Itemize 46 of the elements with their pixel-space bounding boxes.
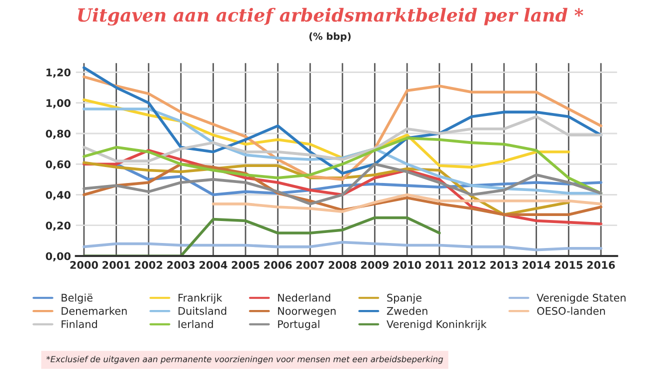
- x-tick-label: 2016: [587, 261, 615, 269]
- legend-label: Noorwegen: [278, 307, 336, 317]
- legend-label: Denemarken: [62, 306, 127, 315]
- x-tick-label: 2003: [167, 261, 195, 269]
- line-series: [82, 162, 602, 206]
- x-tick-label: 2009: [361, 261, 389, 269]
- legend-label: Frankrijk: [178, 294, 222, 304]
- y-tick-label: 0,60: [46, 160, 71, 170]
- legend-label: OESO-landen: [537, 306, 605, 315]
- line-series: [82, 216, 441, 256]
- y-tick-label: 0,80: [46, 130, 71, 139]
- legend-label: Verenigde Staten: [536, 294, 626, 304]
- x-tick-label: 2005: [232, 261, 260, 269]
- x-tick-label: 2007: [296, 261, 324, 269]
- y-tick-label: 0,20: [46, 222, 71, 231]
- line-series: [82, 240, 602, 252]
- y-tick-label: 1,20: [46, 68, 71, 78]
- y-tick-label: 0,40: [46, 190, 71, 200]
- legend-label: Duitsland: [178, 306, 226, 315]
- line-series: [212, 193, 602, 213]
- legend-label: Portugal: [278, 320, 320, 330]
- x-tick-label: 2001: [102, 261, 130, 269]
- legend-label: Ierland: [178, 320, 213, 328]
- x-tick-label: 2015: [554, 261, 582, 269]
- legend-label: Finland: [62, 320, 97, 328]
- x-tick-label: 2014: [522, 261, 550, 269]
- y-tick-label: 1,00: [46, 99, 71, 108]
- x-tick-label: 2011: [426, 261, 454, 269]
- legend-label: België: [62, 294, 92, 304]
- x-tick-label: 2000: [70, 261, 98, 269]
- line-series: [82, 115, 602, 162]
- x-tick-label: 2008: [328, 261, 356, 269]
- x-tick-label: 2004: [200, 261, 228, 269]
- x-tick-label: 2002: [134, 261, 162, 269]
- chart-title: Uitgaven aan actief arbeidsmarktbeleid per land *: [78, 8, 584, 26]
- legend-label: Spanje: [387, 294, 422, 304]
- text: *Exclusief de uitgaven aan permanente voorzieningen voor mensen met een arbeidsbeperking: [46, 356, 443, 364]
- x-tick-label: 2013: [490, 261, 518, 269]
- x-tick-label: 2006: [264, 261, 292, 269]
- x-tick-label: 2010: [393, 261, 422, 269]
- legend-label: Nederland: [278, 294, 330, 302]
- y-tick-label: 0,00: [46, 252, 71, 262]
- chart-subtitle: (% bbp): [309, 32, 351, 42]
- legend-label: Zweden: [386, 306, 428, 315]
- legend-label: Verenigd Koninkrijk: [386, 320, 487, 330]
- x-tick-label: 2012: [458, 261, 486, 269]
